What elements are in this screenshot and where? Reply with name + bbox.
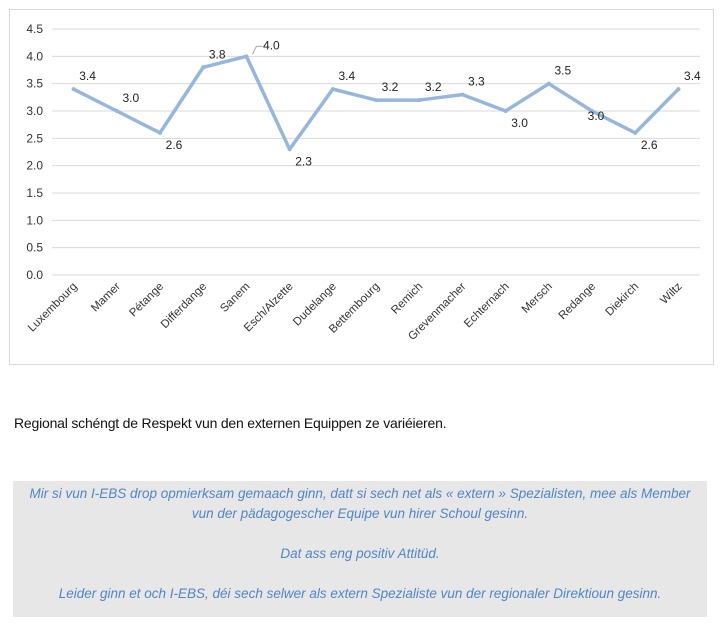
data-point [460, 92, 465, 97]
y-tick-label: 4.0 [26, 49, 43, 63]
note-box: Mir si vun I-EBS drop opmierksam gemaach… [13, 481, 707, 617]
data-label: 3.2 [382, 80, 399, 94]
line-chart: 0.0 0.5 1.0 1.5 2.0 2.5 3.0 3.5 4.0 4.5 Luxembourg… [26, 22, 701, 343]
data-point [158, 130, 162, 135]
data-label: 3.5 [554, 64, 571, 78]
data-point [71, 87, 76, 92]
data-label: 3.4 [79, 69, 96, 83]
x-category-label: Mersch [520, 281, 555, 316]
data-label: 2.3 [295, 154, 312, 168]
data-point [374, 98, 378, 103]
data-label: 2.6 [166, 138, 183, 152]
leader-line [251, 45, 263, 55]
data-label: 3.0 [588, 109, 605, 123]
data-label: 3.4 [684, 69, 701, 83]
x-category-label: Remich [389, 281, 425, 317]
data-point [590, 109, 594, 113]
y-tick-label: 0.5 [26, 241, 43, 255]
y-tick-label: 4.5 [26, 22, 43, 36]
data-point [546, 81, 551, 86]
data-point [287, 147, 292, 152]
x-category-label: Redange [557, 281, 598, 322]
data-label: 4.0 [263, 38, 280, 52]
data-point [417, 98, 422, 103]
data-label: 3.2 [425, 80, 442, 94]
chart-caption: Regional schéngt de Respekt vun den exte… [14, 415, 447, 431]
y-tick-label: 2.0 [26, 159, 43, 173]
y-tick-label: 0.0 [26, 268, 43, 282]
y-tick-label: 1.0 [26, 213, 43, 227]
y-tick-label: 3.5 [26, 77, 43, 91]
data-point [633, 130, 638, 135]
data-point [330, 87, 335, 92]
data-label: 3.3 [468, 75, 485, 89]
data-label: 2.6 [641, 138, 658, 152]
data-point [201, 65, 206, 70]
x-category-label: Echternach [462, 281, 512, 331]
y-tick-label: 2.5 [26, 131, 43, 145]
note-line-3: Dat ass eng positiv Attitüd. [280, 546, 440, 561]
x-category-label: Mamer [89, 281, 123, 315]
data-label: 3.8 [209, 47, 226, 61]
data-label: 3.4 [338, 69, 355, 83]
data-label: 3.0 [122, 91, 139, 105]
y-tick-label: 1.5 [26, 186, 43, 200]
data-point [503, 109, 508, 113]
data-point [244, 54, 249, 59]
note-line-1: Mir si vun I-EBS drop opmierksam gemaach… [29, 486, 691, 501]
data-point [114, 109, 119, 113]
series-line [71, 54, 681, 152]
x-category-label: Pétange [127, 281, 166, 320]
note-line-4: Leider ginn et och I-EBS, déi sech selwe… [58, 586, 662, 601]
x-category-label: Luxembourg [26, 281, 80, 335]
data-point [676, 87, 681, 92]
chart-frame: 0.0 0.5 1.0 1.5 2.0 2.5 3.0 3.5 4.0 4.5 Luxembourg… [9, 9, 714, 365]
y-tick-label: 3.0 [26, 104, 43, 118]
x-category-label: Wiltz [658, 280, 684, 306]
data-label: 3.0 [511, 116, 528, 130]
x-category-label: Diekirch [603, 281, 641, 319]
x-category-label: Differdange [159, 281, 209, 331]
note-line-2: vun der pädagogescher Equipe vun hirer S… [191, 506, 529, 521]
x-category-label: Sanem [218, 281, 252, 315]
